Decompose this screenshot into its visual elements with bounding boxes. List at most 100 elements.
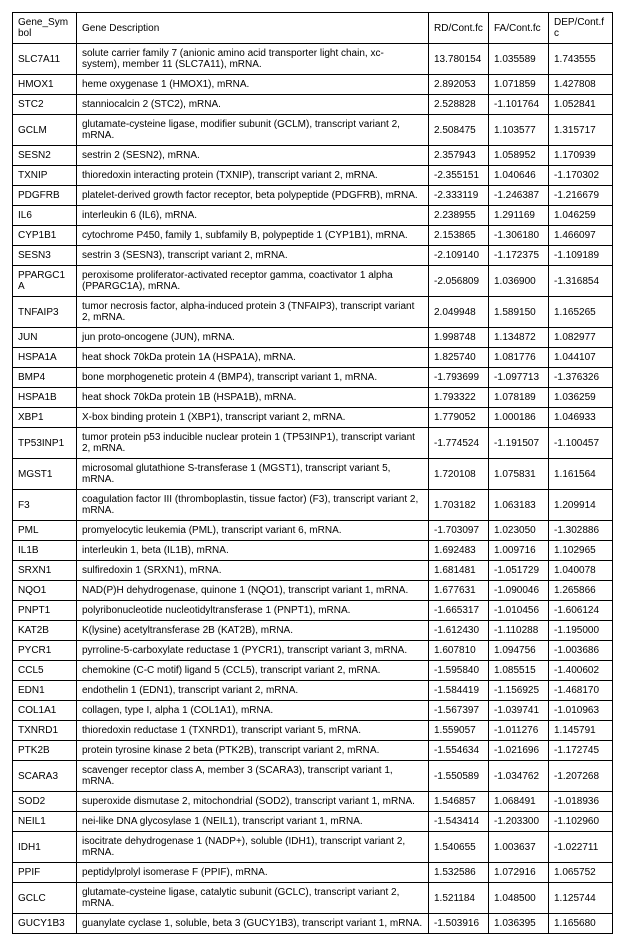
value-cell: -1.503916 [429, 914, 489, 934]
col-header-2: RD/Cont.fc [429, 13, 489, 44]
value-cell: -1.191507 [489, 428, 549, 459]
value-cell: -2.056809 [429, 266, 489, 297]
value-cell: 1.036900 [489, 266, 549, 297]
table-row: CYP1B1cytochrome P450, family 1, subfami… [13, 226, 613, 246]
value-cell: -1.109189 [549, 246, 613, 266]
gene-symbol-cell: SLC7A11 [13, 44, 77, 75]
table-row: MGST1microsomal glutathione S-transferas… [13, 459, 613, 490]
gene-symbol-cell: XBP1 [13, 408, 77, 428]
value-cell: 1.046259 [549, 206, 613, 226]
gene-symbol-cell: JUN [13, 328, 77, 348]
gene-symbol-cell: MGST1 [13, 459, 77, 490]
gene-desc-cell: polyribonucleotide nucleotidyltransferas… [77, 601, 429, 621]
gene-desc-cell: coagulation factor III (thromboplastin, … [77, 490, 429, 521]
gene-symbol-cell: PDGFRB [13, 186, 77, 206]
gene-symbol-cell: COL1A1 [13, 701, 77, 721]
gene-desc-cell: jun proto-oncogene (JUN), mRNA. [77, 328, 429, 348]
value-cell: 1.161564 [549, 459, 613, 490]
table-row: PNPT1polyribonucleotide nucleotidyltrans… [13, 601, 613, 621]
gene-desc-cell: sestrin 3 (SESN3), transcript variant 2,… [77, 246, 429, 266]
value-cell: 1.209914 [549, 490, 613, 521]
gene-symbol-cell: IL1B [13, 541, 77, 561]
value-cell: -2.333119 [429, 186, 489, 206]
gene-symbol-cell: SRXN1 [13, 561, 77, 581]
value-cell: -1.703097 [429, 521, 489, 541]
value-cell: 1.058952 [489, 146, 549, 166]
value-cell: 1.071859 [489, 75, 549, 95]
value-cell: 1.265866 [549, 581, 613, 601]
table-row: F3coagulation factor III (thromboplastin… [13, 490, 613, 521]
gene-desc-cell: microsomal glutathione S-transferase 1 (… [77, 459, 429, 490]
gene-desc-cell: tumor necrosis factor, alpha-induced pro… [77, 297, 429, 328]
value-cell: 1.046933 [549, 408, 613, 428]
value-cell: -1.010456 [489, 601, 549, 621]
value-cell: -1.246387 [489, 186, 549, 206]
gene-desc-cell: stanniocalcin 2 (STC2), mRNA. [77, 95, 429, 115]
value-cell: -1.090046 [489, 581, 549, 601]
col-header-1: Gene Description [77, 13, 429, 44]
col-header-3: FA/Cont.fc [489, 13, 549, 44]
value-cell: 1.720108 [429, 459, 489, 490]
value-cell: 1.081776 [489, 348, 549, 368]
value-cell: 1.466097 [549, 226, 613, 246]
value-cell: -1.567397 [429, 701, 489, 721]
gene-desc-cell: collagen, type I, alpha 1 (COL1A1), mRNA… [77, 701, 429, 721]
table-row: SLC7A11solute carrier family 7 (anionic … [13, 44, 613, 75]
value-cell: -1.172375 [489, 246, 549, 266]
gene-desc-cell: thioredoxin interacting protein (TXNIP),… [77, 166, 429, 186]
value-cell: -1.003686 [549, 641, 613, 661]
value-cell: -1.306180 [489, 226, 549, 246]
gene-symbol-cell: KAT2B [13, 621, 77, 641]
value-cell: 1.082977 [549, 328, 613, 348]
value-cell: -1.606124 [549, 601, 613, 621]
value-cell: 1.589150 [489, 297, 549, 328]
table-row: GUCY1B3guanylate cyclase 1, soluble, bet… [13, 914, 613, 934]
value-cell: -1.170302 [549, 166, 613, 186]
value-cell: -1.376326 [549, 368, 613, 388]
gene-desc-cell: scavenger receptor class A, member 3 (SC… [77, 761, 429, 792]
table-row: TXNIPthioredoxin interacting protein (TX… [13, 166, 613, 186]
value-cell: -1.793699 [429, 368, 489, 388]
table-row: STC2stanniocalcin 2 (STC2), mRNA.2.52882… [13, 95, 613, 115]
value-cell: 1.681481 [429, 561, 489, 581]
value-cell: 1.677631 [429, 581, 489, 601]
gene-desc-cell: cytochrome P450, family 1, subfamily B, … [77, 226, 429, 246]
value-cell: 1.040078 [549, 561, 613, 581]
gene-symbol-cell: TXNRD1 [13, 721, 77, 741]
value-cell: 1.103577 [489, 115, 549, 146]
gene-symbol-cell: NQO1 [13, 581, 77, 601]
table-row: COL1A1collagen, type I, alpha 1 (COL1A1)… [13, 701, 613, 721]
value-cell: -1.101764 [489, 95, 549, 115]
table-row: TXNRD1thioredoxin reductase 1 (TXNRD1), … [13, 721, 613, 741]
gene-symbol-cell: SOD2 [13, 792, 77, 812]
value-cell: 1.102965 [549, 541, 613, 561]
gene-desc-cell: interleukin 1, beta (IL1B), mRNA. [77, 541, 429, 561]
value-cell: 1.145791 [549, 721, 613, 741]
value-cell: 2.508475 [429, 115, 489, 146]
gene-symbol-cell: PML [13, 521, 77, 541]
value-cell: -1.595840 [429, 661, 489, 681]
gene-symbol-cell: TXNIP [13, 166, 77, 186]
value-cell: 1.048500 [489, 883, 549, 914]
table-row: GCLMglutamate-cysteine ligase, modifier … [13, 115, 613, 146]
gene-desc-cell: heme oxygenase 1 (HMOX1), mRNA. [77, 75, 429, 95]
gene-symbol-cell: EDN1 [13, 681, 77, 701]
gene-desc-cell: NAD(P)H dehydrogenase, quinone 1 (NQO1),… [77, 581, 429, 601]
value-cell: 1.072916 [489, 863, 549, 883]
table-row: PPARGC1Aperoxisome proliferator-activate… [13, 266, 613, 297]
table-row: SOD2superoxide dismutase 2, mitochondria… [13, 792, 613, 812]
table-row: SCARA3scavenger receptor class A, member… [13, 761, 613, 792]
value-cell: 1.165680 [549, 914, 613, 934]
value-cell: 1.003637 [489, 832, 549, 863]
gene-desc-cell: superoxide dismutase 2, mitochondrial (S… [77, 792, 429, 812]
value-cell: 1.065752 [549, 863, 613, 883]
value-cell: -1.018936 [549, 792, 613, 812]
value-cell: -1.172745 [549, 741, 613, 761]
value-cell: 1.036259 [549, 388, 613, 408]
value-cell: -1.207268 [549, 761, 613, 792]
value-cell: -1.550589 [429, 761, 489, 792]
table-row: TNFAIP3tumor necrosis factor, alpha-indu… [13, 297, 613, 328]
value-cell: 1.068491 [489, 792, 549, 812]
table-row: HMOX1heme oxygenase 1 (HMOX1), mRNA.2.89… [13, 75, 613, 95]
gene-symbol-cell: STC2 [13, 95, 77, 115]
